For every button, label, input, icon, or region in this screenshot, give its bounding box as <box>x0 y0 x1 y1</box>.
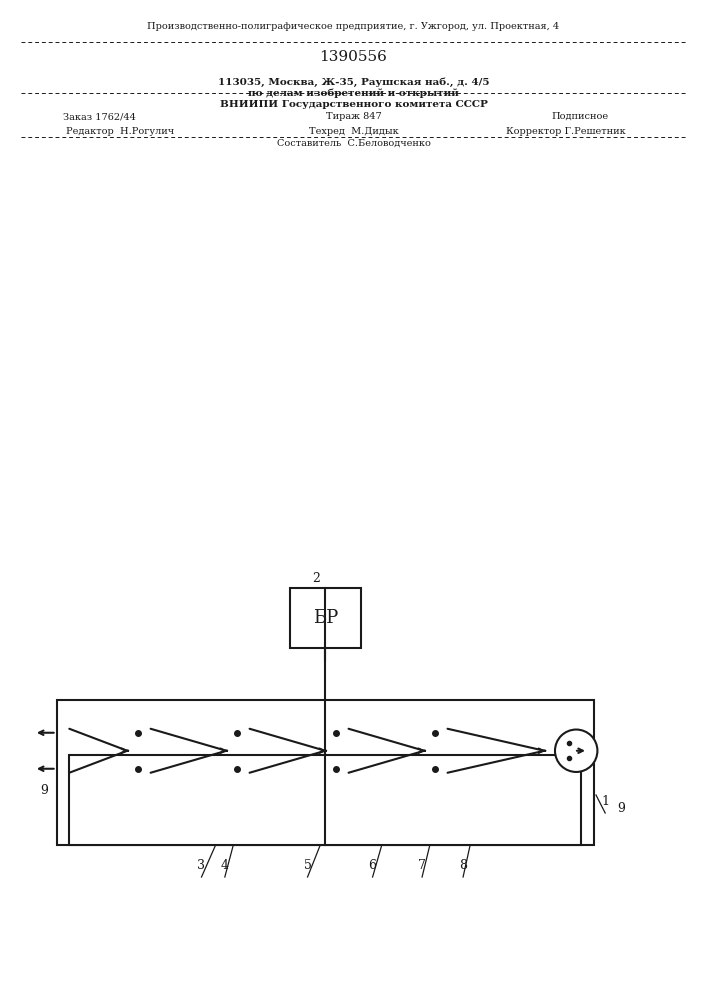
Text: Производственно-полиграфическое предприятие, г. Ужгород, ул. Проектная, 4: Производственно-полиграфическое предприя… <box>148 22 559 31</box>
Circle shape <box>555 730 597 772</box>
Bar <box>57 700 594 845</box>
Text: 5: 5 <box>303 859 312 872</box>
Text: по делам изобретений и открытий: по делам изобретений и открытий <box>248 89 459 98</box>
Text: 2: 2 <box>312 572 320 585</box>
Text: 9: 9 <box>617 802 625 814</box>
Text: 8: 8 <box>459 859 467 872</box>
Text: 6: 6 <box>368 859 377 872</box>
Text: Составитель  С.Беловодченко: Составитель С.Беловодченко <box>276 139 431 148</box>
Bar <box>290 588 361 648</box>
Text: БР: БР <box>312 609 338 627</box>
Text: Заказ 1762/44: Заказ 1762/44 <box>62 112 136 121</box>
Text: 113035, Москва, Ж-35, Раушская наб., д. 4/5: 113035, Москва, Ж-35, Раушская наб., д. … <box>218 77 489 87</box>
Text: Корректор Г.Решетник: Корректор Г.Решетник <box>506 127 626 136</box>
Text: Техред  М.Дидык: Техред М.Дидык <box>309 127 398 136</box>
Text: 7: 7 <box>418 859 426 872</box>
Text: 9: 9 <box>40 784 48 796</box>
Text: ВНИИПИ Государственного комитета СССР: ВНИИПИ Государственного комитета СССР <box>220 100 487 109</box>
Text: 4: 4 <box>221 859 229 872</box>
Text: 1390556: 1390556 <box>320 50 387 64</box>
Text: Подписное: Подписное <box>551 112 608 121</box>
Bar <box>69 755 581 845</box>
Text: Тираж 847: Тираж 847 <box>326 112 381 121</box>
Text: 1: 1 <box>601 795 609 808</box>
Text: 3: 3 <box>197 859 206 872</box>
Text: Редактор  Н.Рогулич: Редактор Н.Рогулич <box>66 127 174 136</box>
